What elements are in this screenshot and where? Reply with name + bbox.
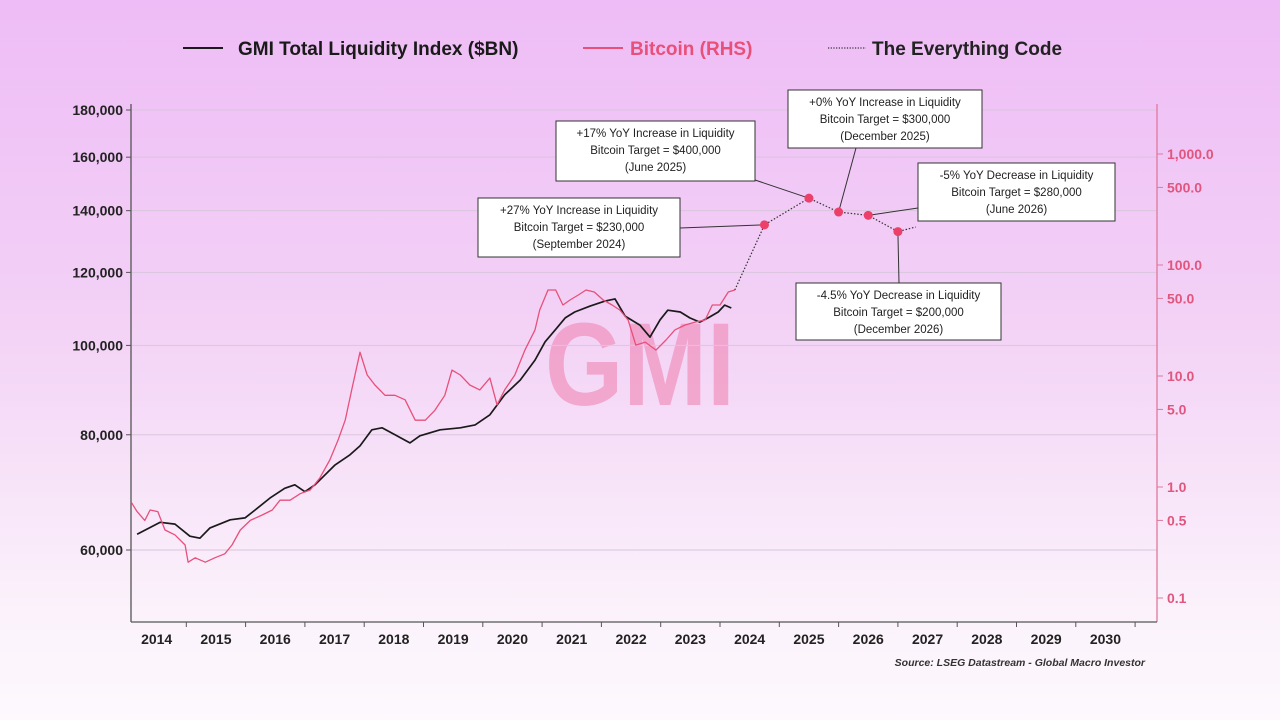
annotation-text: (December 2026) [854, 324, 944, 336]
x-tick-label: 2025 [793, 631, 824, 647]
right-tick-label: 1.0 [1167, 479, 1187, 495]
annotation-box [555, 120, 756, 182]
annotation-leader-line [754, 179, 810, 199]
annotation-box [477, 197, 681, 258]
right-tick-label: 0.1 [1167, 590, 1187, 606]
left-tick-label: 100,000 [72, 337, 123, 353]
x-tick-label: 2028 [971, 631, 1002, 647]
left-tick-label: 60,000 [80, 542, 123, 558]
target-marker [863, 210, 873, 220]
series-line-bitcoin [130, 289, 735, 563]
target-marker [834, 207, 844, 217]
legend-label: Bitcoin (RHS) [630, 39, 752, 60]
annotation-leader-line [897, 231, 900, 284]
annotation-text: (June 2026) [986, 204, 1048, 216]
annotation-box [917, 162, 1116, 222]
x-tick-label: 2018 [378, 631, 409, 647]
x-tick-label: 2017 [319, 631, 350, 647]
right-tick-label: 100.0 [1167, 257, 1202, 273]
axes: 60,000 80,000 100,000 120,000 140,000 160,000… [72, 102, 1214, 647]
right-tick-label: 5.0 [1167, 401, 1187, 417]
annotation-text: Bitcoin Target = $230,000 [514, 222, 645, 234]
right-tick-label: 1,000.0 [1167, 146, 1214, 162]
annotation-text: Bitcoin Target = $400,000 [590, 145, 721, 157]
right-tick-label: 0.5 [1167, 512, 1187, 528]
annotation-leader-line [868, 207, 919, 216]
annotation-text: (December 2025) [840, 131, 930, 143]
series-line-liquidity [136, 298, 732, 540]
annotation-text: +0% YoY Increase in Liquidity [809, 97, 961, 109]
x-tick-label: 2027 [912, 631, 943, 647]
annotation-leader-line [679, 224, 765, 229]
x-tick-label: 2020 [497, 631, 528, 647]
left-tick-label: 120,000 [72, 264, 123, 280]
x-tick-label: 2024 [734, 631, 765, 647]
x-tick-label: 2030 [1090, 631, 1121, 647]
left-tick-label: 140,000 [72, 203, 123, 219]
target-marker [804, 193, 814, 203]
x-tick-label: 2029 [1031, 631, 1062, 647]
annotation-text: Bitcoin Target = $280,000 [951, 187, 1082, 199]
target-marker [893, 227, 903, 237]
x-tick-label: 2014 [141, 631, 172, 647]
source-note: Source: LSEG Datastream - Global Macro I… [895, 657, 1146, 669]
annotation-leader-line [838, 147, 857, 213]
annotation-box [787, 89, 983, 149]
x-tick-label: 2021 [556, 631, 587, 647]
legend-label: GMI Total Liquidity Index ($BN) [238, 39, 518, 60]
annotation-text: Bitcoin Target = $300,000 [820, 114, 951, 126]
right-tick-label: 50.0 [1167, 290, 1194, 306]
left-tick-label: 160,000 [72, 149, 123, 165]
x-tick-label: 2015 [200, 631, 231, 647]
annotation-text: -4.5% YoY Decrease in Liquidity [817, 290, 981, 302]
target-marker [759, 220, 769, 230]
x-tick-label: 2016 [260, 631, 291, 647]
annotation-text: Bitcoin Target = $200,000 [833, 307, 964, 319]
right-tick-label: 10.0 [1167, 368, 1194, 384]
annotations: +27% YoY Increase in Liquidity Bitcoin Ta… [477, 89, 1116, 341]
annotation-text: +17% YoY Increase in Liquidity [576, 128, 734, 140]
right-tick-label: 500.0 [1167, 179, 1202, 195]
annotation-box [795, 282, 1002, 341]
legend: GMI Total Liquidity Index ($BN) Bitcoin (… [183, 39, 1062, 60]
annotation-text: (September 2024) [533, 239, 626, 251]
annotation-text: (June 2025) [625, 162, 687, 174]
annotation-text: +27% YoY Increase in Liquidity [500, 205, 658, 217]
x-tick-label: 2026 [853, 631, 884, 647]
annotation-text: -5% YoY Decrease in Liquidity [940, 170, 1094, 182]
left-tick-label: 180,000 [72, 102, 123, 118]
x-tick-label: 2023 [675, 631, 706, 647]
x-tick-label: 2019 [438, 631, 469, 647]
left-tick-label: 80,000 [80, 427, 123, 443]
legend-label: The Everything Code [872, 39, 1062, 60]
x-tick-label: 2022 [615, 631, 646, 647]
